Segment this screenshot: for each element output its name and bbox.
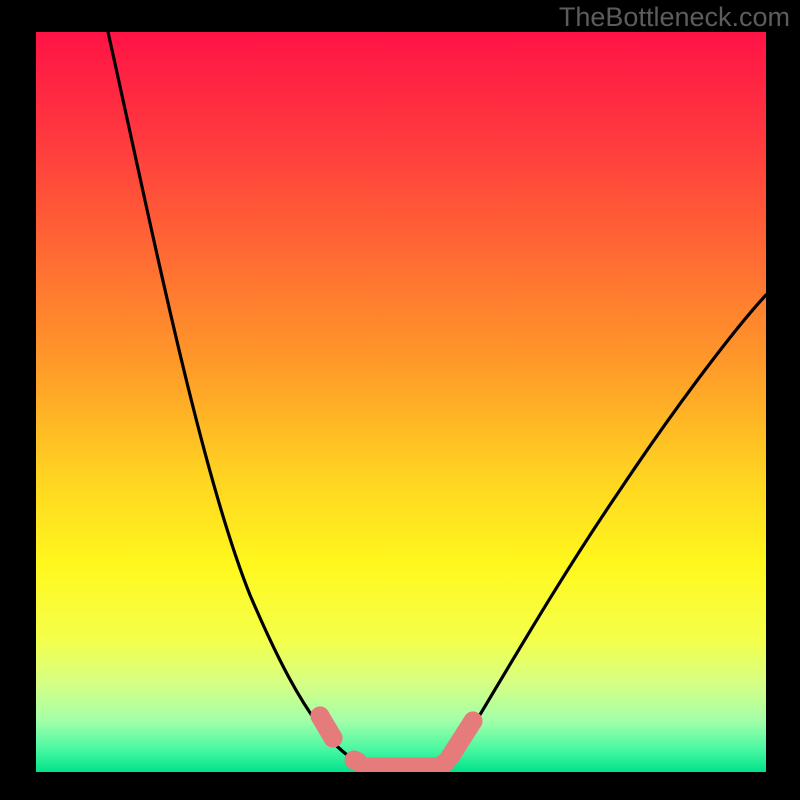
- watermark-text: TheBottleneck.com: [559, 2, 790, 33]
- chart-root: TheBottleneck.com: [0, 0, 800, 800]
- chart-frame: [0, 0, 800, 800]
